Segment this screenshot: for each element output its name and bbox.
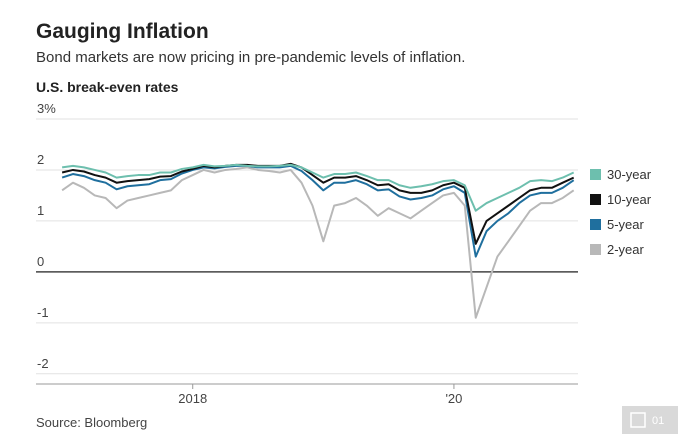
legend-label: 2-year: [607, 242, 645, 257]
series-line: [61, 166, 575, 319]
legend-label: 10-year: [607, 192, 652, 207]
y-tick-label: 3%: [37, 101, 56, 116]
legend-swatch: [590, 219, 601, 230]
page-icon: [630, 412, 646, 428]
y-tick-label: 0: [37, 254, 44, 269]
chart-subtitle: Bond markets are now pricing in pre-pand…: [36, 49, 465, 66]
source: Source: Bloomberg: [36, 415, 147, 430]
legend-swatch: [590, 194, 601, 205]
x-tick-label: 2018: [178, 391, 207, 406]
y-tick-label: 2: [37, 152, 44, 167]
series-line: [61, 162, 575, 245]
y-axis-title: U.S. break-even rates: [36, 79, 179, 95]
legend-swatch: [590, 169, 601, 180]
series-line: [61, 163, 575, 212]
legend-label: 30-year: [607, 167, 652, 182]
y-tick-label: -1: [37, 305, 49, 320]
x-tick-label: '20: [445, 391, 462, 406]
page-number: 01: [652, 415, 664, 427]
chart-title: Gauging Inflation: [36, 20, 209, 43]
y-tick-label: 1: [37, 203, 44, 218]
y-tick-label: -2: [37, 356, 49, 371]
page-indicator[interactable]: 01: [622, 406, 678, 434]
legend-label: 5-year: [607, 217, 645, 232]
series-line: [61, 164, 575, 258]
legend-swatch: [590, 244, 601, 255]
